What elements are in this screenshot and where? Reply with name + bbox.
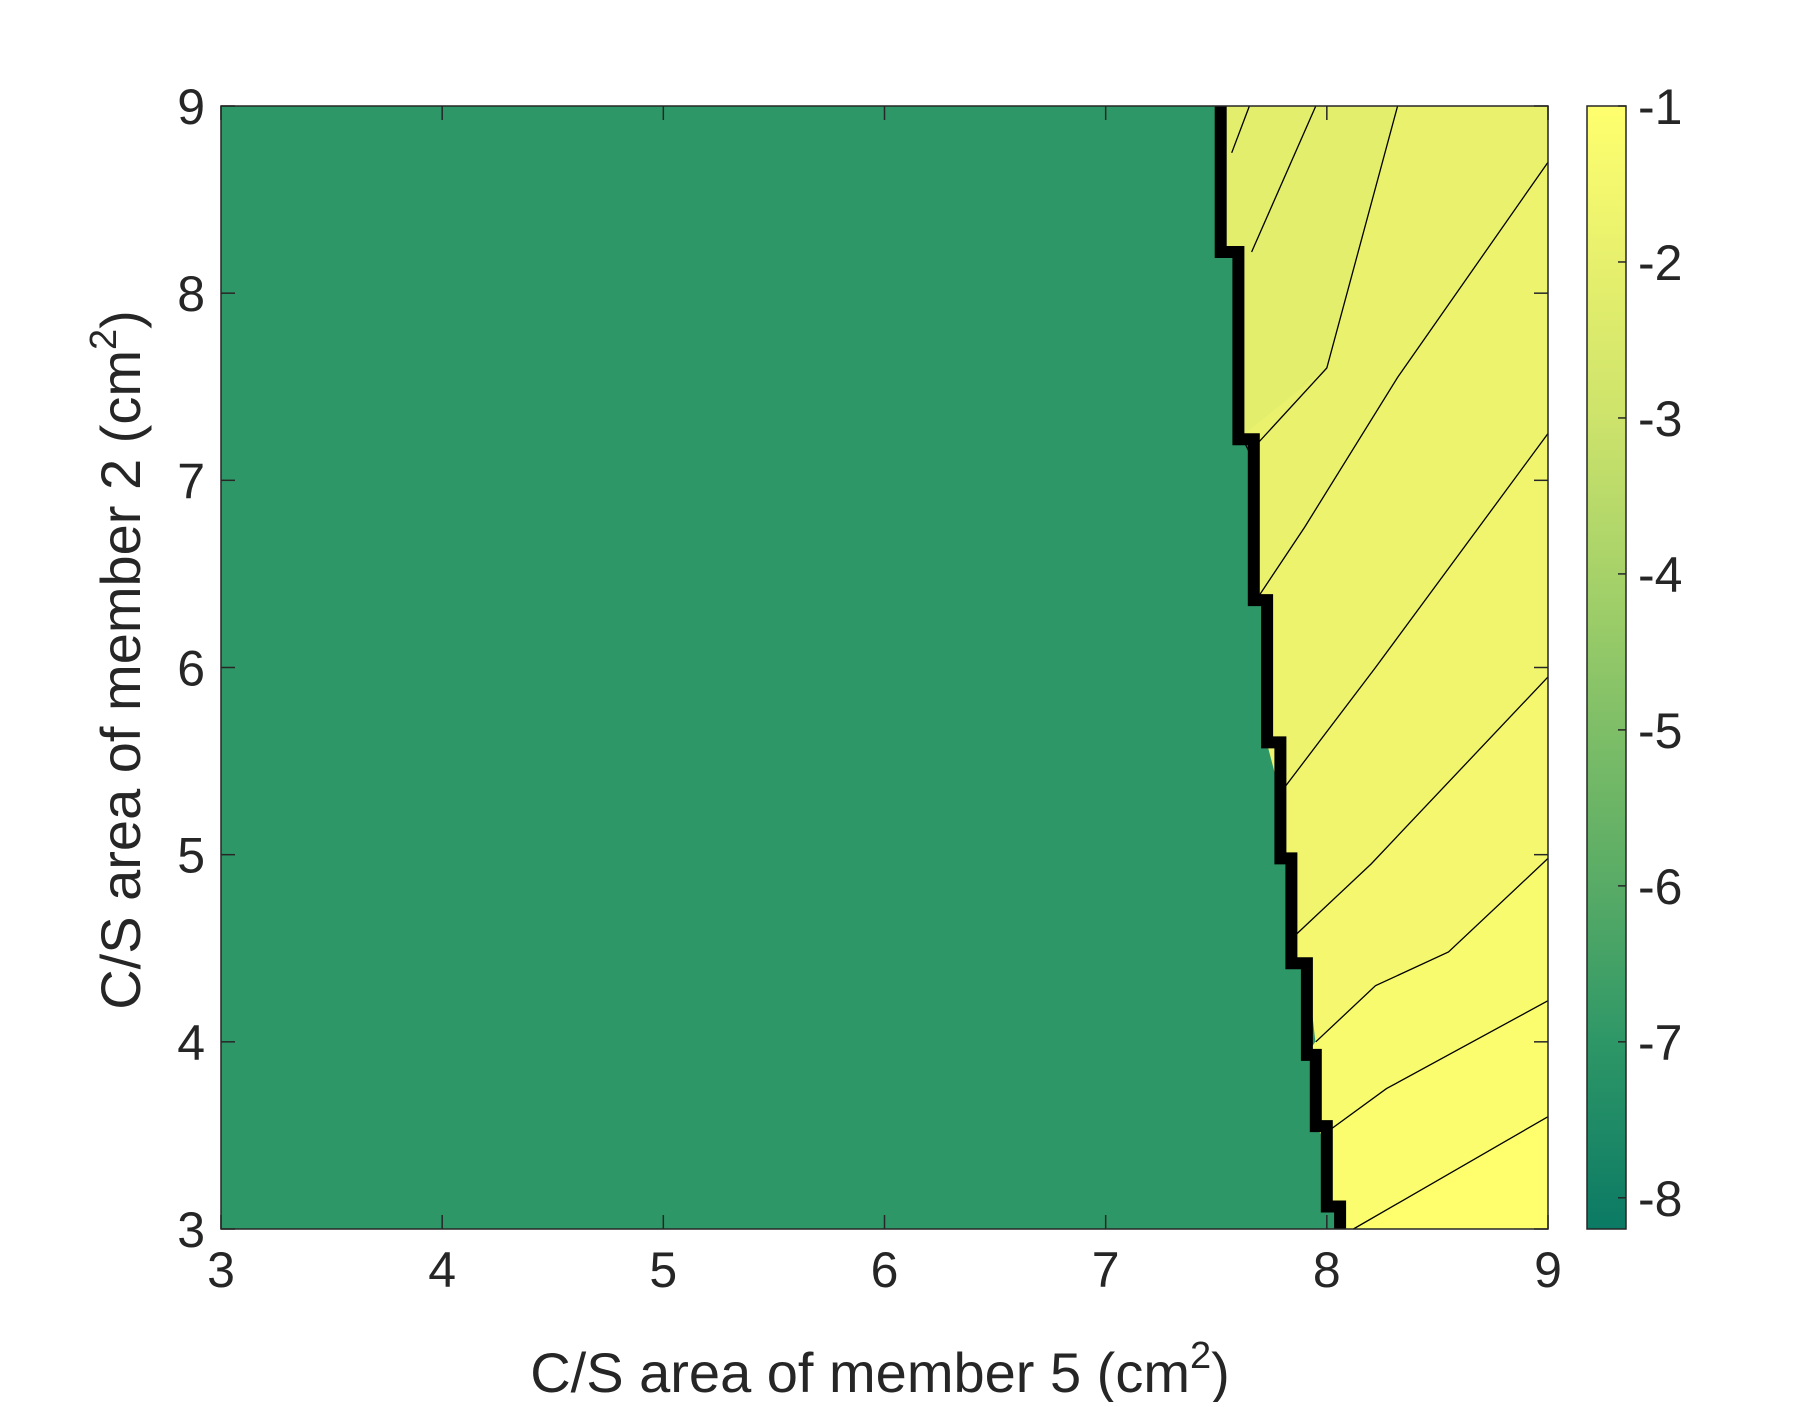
colorbar-tick-label: -6 bbox=[1638, 859, 1682, 915]
boundary-line bbox=[1214, 106, 1347, 1229]
colorbar-tick-label: -4 bbox=[1638, 547, 1682, 603]
y-tick-label: 4 bbox=[177, 1015, 205, 1071]
colorbar-tick-label: -5 bbox=[1638, 703, 1682, 759]
x-tick-label: 9 bbox=[1534, 1242, 1562, 1298]
x-tick-label: 8 bbox=[1313, 1242, 1341, 1298]
x-tick-label: 4 bbox=[428, 1242, 456, 1298]
feasibility-boundary bbox=[1214, 106, 1347, 1229]
y-tick-label: 7 bbox=[177, 453, 205, 509]
contour-line-5 bbox=[1290, 676, 1549, 940]
y-tick-label: 5 bbox=[177, 828, 205, 884]
y-axis-label: C/S area of member 2 (cm2) bbox=[83, 310, 152, 1010]
axes: 3 4 5 6 7 8 9 3 4 5 6 7 8 9 bbox=[177, 79, 1562, 1298]
x-tick-label: 6 bbox=[871, 1242, 899, 1298]
y-tick-label: 9 bbox=[177, 79, 205, 135]
contour-line-8 bbox=[1353, 1116, 1549, 1230]
colorbar-tick-label: -1 bbox=[1638, 79, 1682, 135]
x-tick-label: 5 bbox=[649, 1242, 677, 1298]
plot-area bbox=[221, 105, 1549, 1230]
colorbar-tick-label: -7 bbox=[1638, 1015, 1682, 1071]
x-axis-label: C/S area of member 5 (cm2) bbox=[530, 1335, 1230, 1402]
colorbar-tick-label: -2 bbox=[1638, 235, 1682, 291]
contour-line-0 bbox=[1231, 105, 1251, 154]
colorbar-tick-label: -8 bbox=[1638, 1171, 1682, 1227]
y-tick-label: 3 bbox=[177, 1202, 205, 1258]
contour-line-1 bbox=[1251, 105, 1317, 253]
contour-line-7 bbox=[1322, 1000, 1549, 1136]
contour-line-6 bbox=[1315, 857, 1549, 1043]
x-tick-label: 3 bbox=[207, 1242, 235, 1298]
x-tick-label: 7 bbox=[1092, 1242, 1120, 1298]
contour-line-2 bbox=[1242, 105, 1399, 454]
y-tick-label: 8 bbox=[177, 266, 205, 322]
colorbar-gradient bbox=[1586, 105, 1627, 1230]
colorbar: -8 -7 -6 -5 -4 -3 -2 -1 bbox=[1586, 79, 1682, 1230]
contour-line-3 bbox=[1255, 161, 1549, 601]
y-tick-label: 6 bbox=[177, 641, 205, 697]
contour-lines bbox=[1231, 105, 1549, 1230]
contour-line-4 bbox=[1279, 433, 1549, 794]
colorbar-tick-label: -3 bbox=[1638, 391, 1682, 447]
